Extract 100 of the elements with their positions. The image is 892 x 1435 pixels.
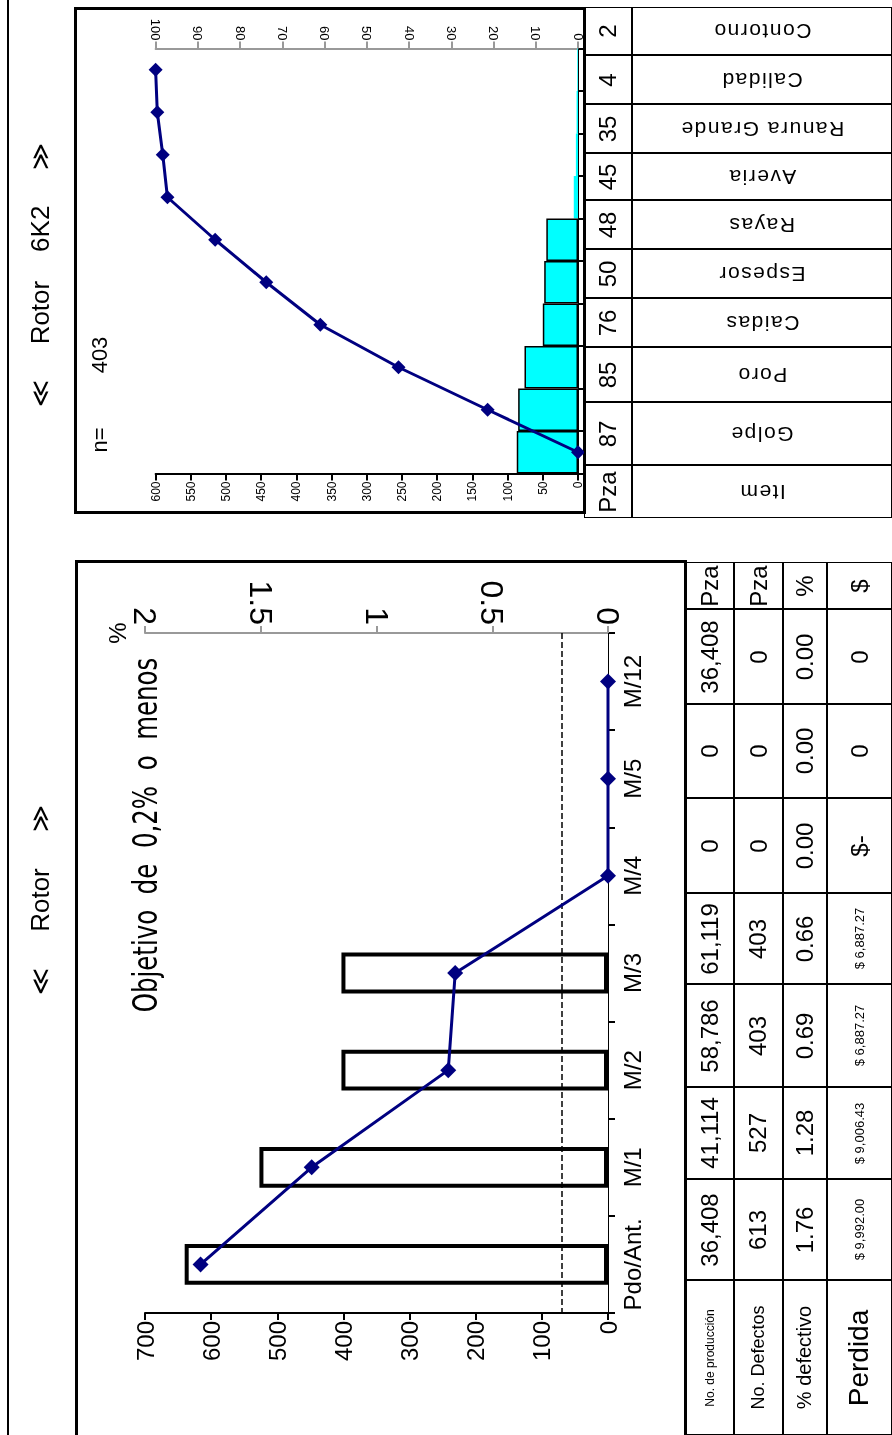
x-tick-label: 0 [571,481,585,489]
point [600,867,616,884]
x2-tick-label: 50 [359,26,375,41]
x-tick-label: 700 [131,1321,159,1362]
y-tick-label: M/5 [618,758,646,799]
text: 527 [744,1112,773,1154]
text: 48 [593,211,622,238]
x-tick-label: 0 [594,1321,622,1335]
point [600,770,616,787]
text: Pza [695,564,724,607]
y-tick-label: M/12 [618,654,646,709]
text: 4 [593,72,622,87]
x2-tick-label: 100 [148,18,164,41]
point [391,360,406,375]
x2-axis-title: % [103,622,131,644]
text: $ 6,887.27 [851,1004,867,1067]
point [600,673,616,690]
x-tick-label: 150 [465,481,480,502]
y-tick-label: M/2 [618,1050,646,1091]
text: Perdida [843,1309,876,1406]
text: 0 [744,838,773,853]
text: $ [845,578,874,593]
x2-tick-label: 1 [358,607,395,625]
x-tick-label: 500 [263,1321,291,1362]
text: 76 [593,309,622,336]
point [440,1062,457,1079]
text: Poro [736,362,788,387]
x-tick-label: 450 [254,481,269,502]
text: 0 [744,744,773,758]
x2-tick-label: 30 [443,26,459,41]
x2-tick-label: 70 [274,26,290,41]
text: Ranura Grande [679,116,845,141]
x-tick-label: 100 [500,481,515,502]
y-tick-label: M/1 [618,1147,646,1188]
text: Caidas [724,310,800,335]
point [192,1256,209,1273]
x2-tick-label: 20 [486,26,502,41]
text: Pza [593,470,622,513]
y-tick-label: M/3 [618,952,646,994]
point [313,317,328,332]
text: No. Defectos [748,1305,769,1410]
text: Item [738,479,786,504]
text: 35 [593,115,622,142]
text: Golpe [730,421,794,446]
x2-tick-label: 40 [401,26,417,41]
x-tick-label: 500 [219,481,233,502]
text: $- [845,834,874,857]
text: Contorno [712,19,812,43]
text: 45 [593,163,622,190]
text: 0.66 [791,915,819,962]
text: 0.00 [791,822,819,869]
text: 0 [695,838,724,853]
text: 0.69 [791,1012,819,1059]
text: 403 [744,918,773,959]
x-tick-label: 50 [535,481,550,495]
text: 403 [744,1015,773,1056]
text: Calidad [721,67,803,92]
point [571,445,585,460]
x-tick-label: 550 [183,481,198,502]
y-tick-label: M/4 [618,855,646,896]
text: ≪ Rotor 6K2 ≫ [25,142,55,408]
text: 1.28 [791,1109,819,1157]
point [259,275,274,290]
x2-tick-label: 0 [590,607,626,625]
point [150,105,165,120]
text: 36,408 [696,619,724,694]
text: 2 [593,24,622,38]
y-tick-label: Pdo/Ant. [618,1218,646,1311]
text: n= [87,427,112,453]
text: 0 [744,649,773,664]
point [480,402,495,417]
point [303,1159,320,1176]
x-tick-label: 300 [396,1321,424,1362]
x2-tick-label: 60 [317,26,333,41]
point [148,62,163,77]
text: 50 [593,260,622,287]
x2-tick-label: 10 [528,26,544,41]
text: ≪ Rotor ≫ [25,805,55,995]
text: 1.76 [791,1206,819,1253]
point [208,232,223,247]
x2-tick-label: 80 [232,26,248,41]
text: 0 [845,744,874,758]
text: $ 9,006.43 [851,1102,867,1164]
text: No. de producción [703,1308,717,1407]
text: Pza [744,564,773,607]
x-tick-label: 400 [329,1321,357,1362]
x2-tick-label: 0.5 [474,580,511,625]
point [160,190,175,205]
text: 85 [593,361,622,388]
text: 613 [744,1209,773,1250]
text: Averia [727,164,797,189]
text: 403 [87,336,112,374]
x-tick-label: 600 [148,481,163,502]
x-tick-label: 200 [462,1321,490,1362]
text: 0 [695,744,724,758]
text: 0.00 [791,727,819,775]
x-tick-label: 200 [430,481,445,502]
x-tick-label: 300 [359,481,374,502]
x-tick-label: 250 [395,481,409,502]
text: Espesor [718,261,806,286]
